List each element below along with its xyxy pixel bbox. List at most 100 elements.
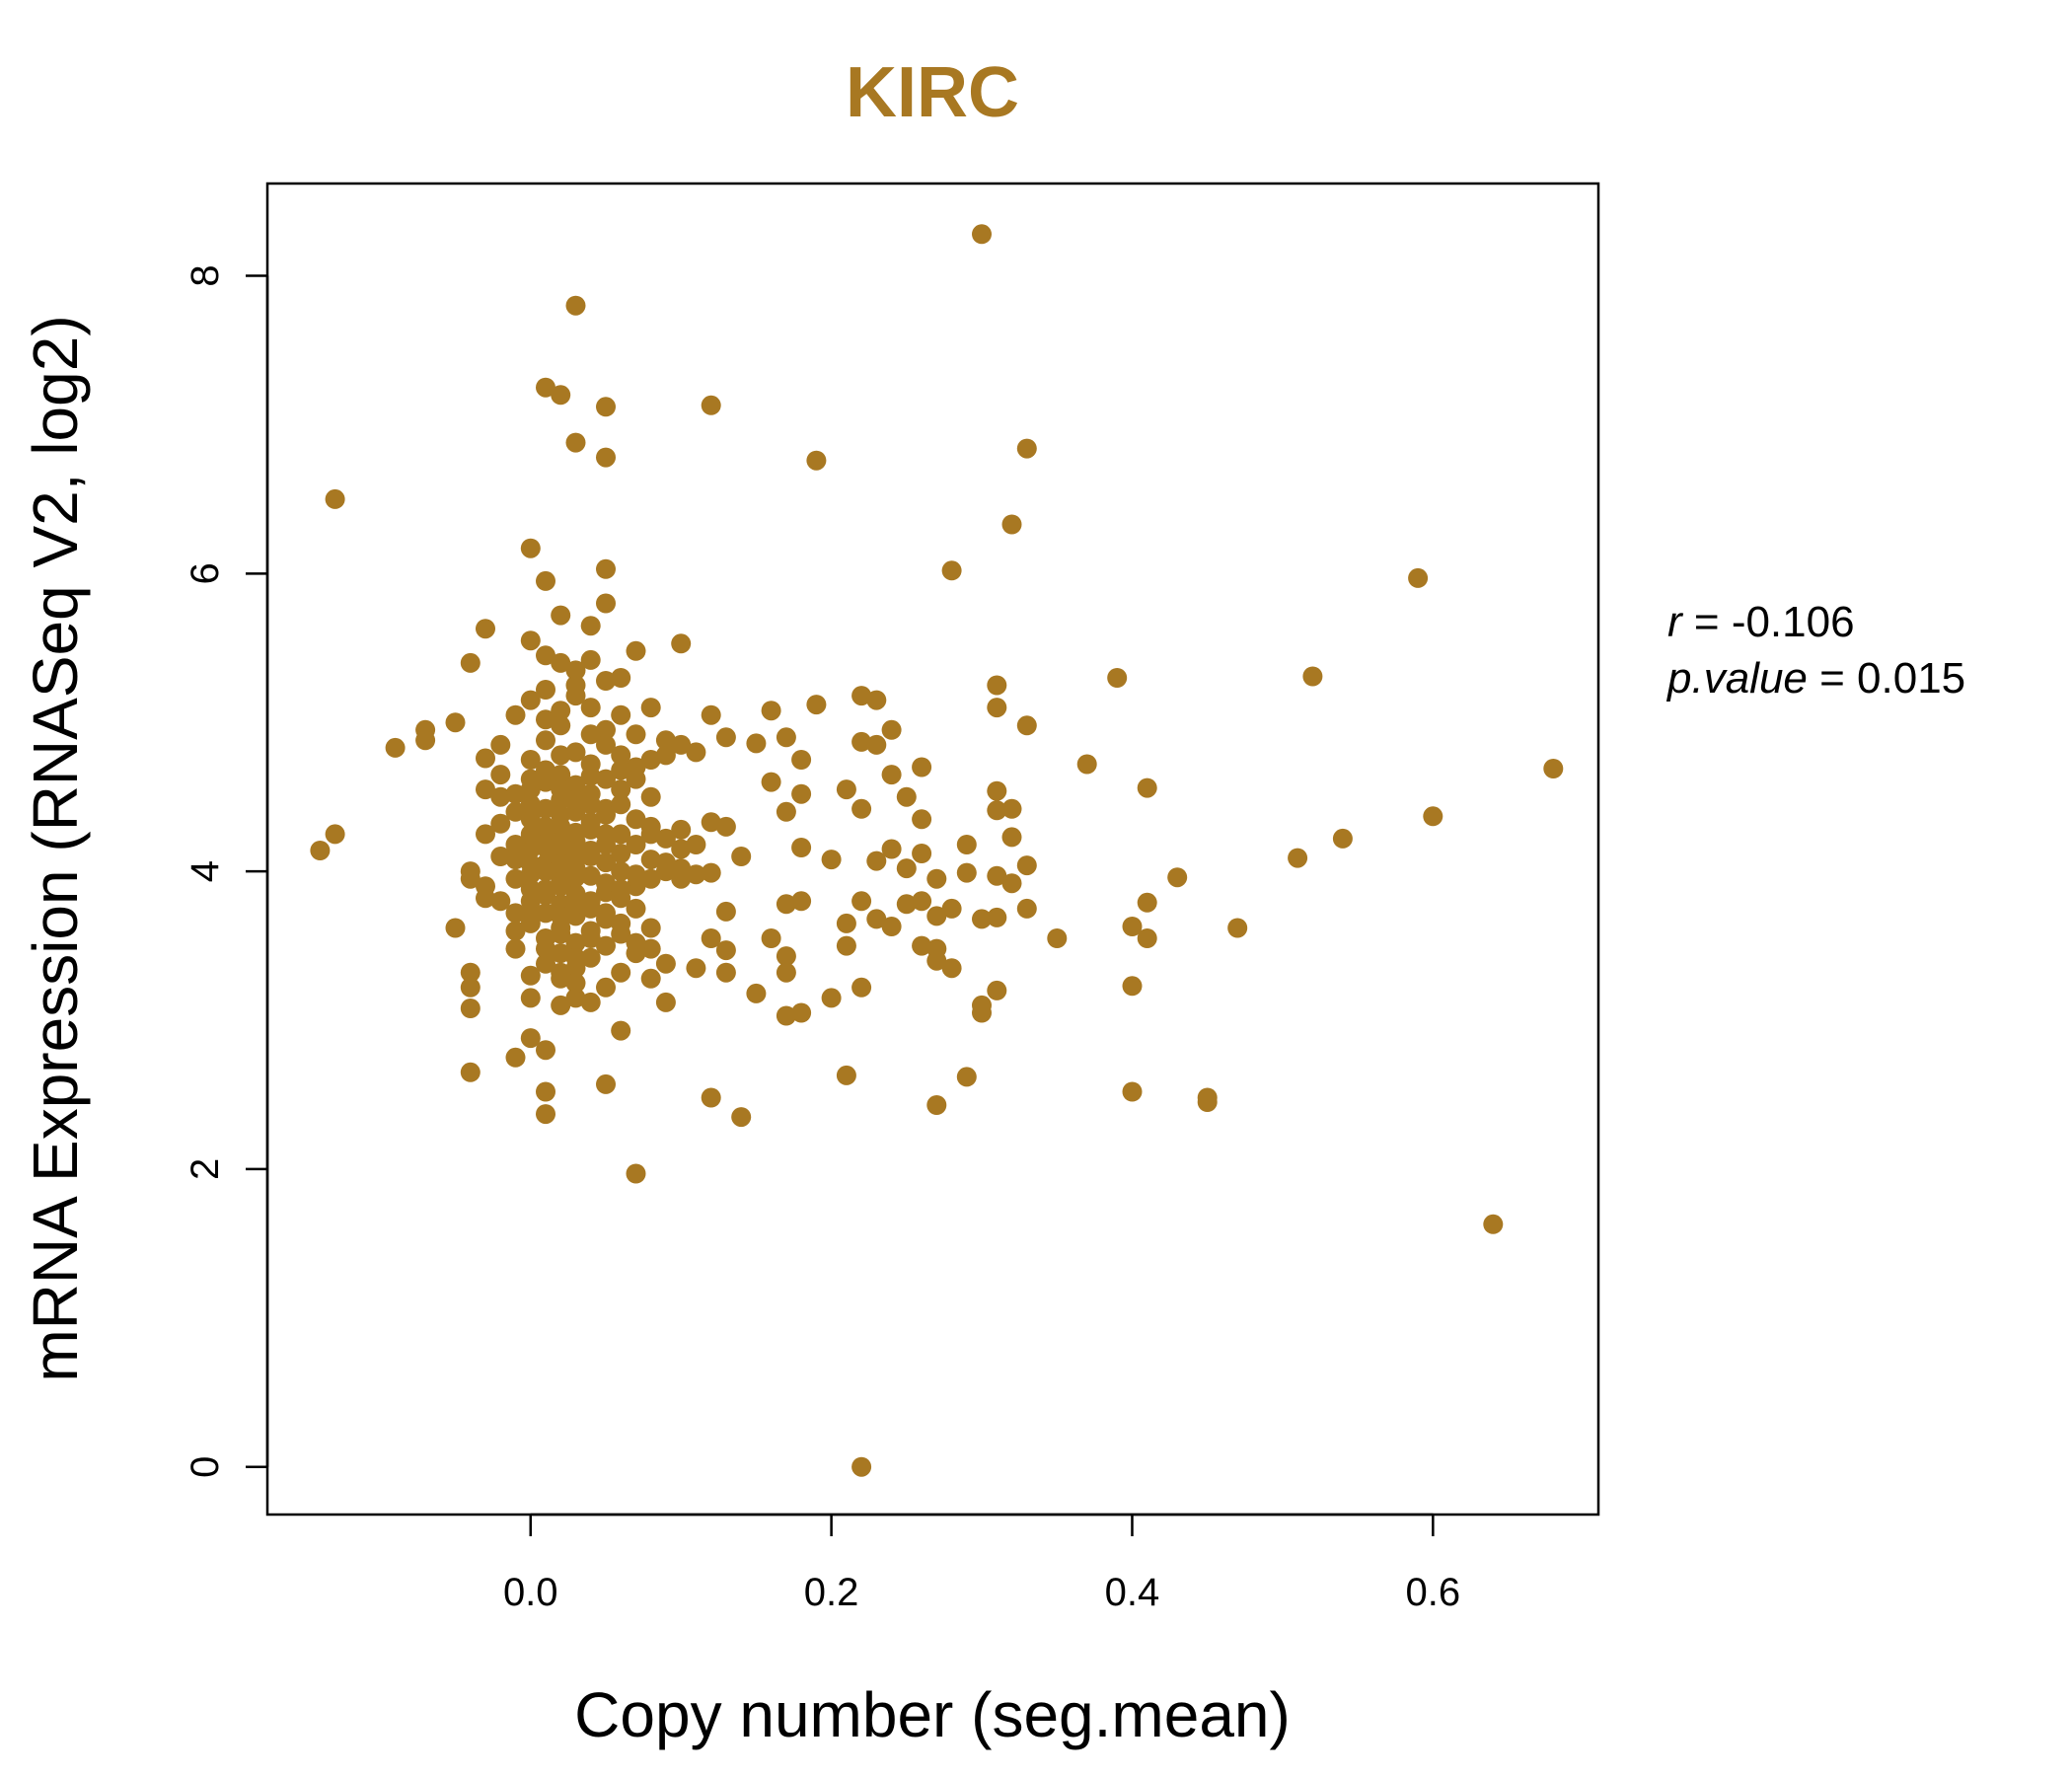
data-point (671, 819, 692, 840)
data-point (536, 953, 555, 974)
data-point (806, 450, 827, 471)
x-tick-label: 0.2 (804, 1571, 859, 1614)
data-point (1122, 917, 1143, 936)
data-point (896, 786, 917, 807)
data-point (821, 988, 842, 1008)
data-point (490, 765, 511, 785)
data-point (1483, 1214, 1504, 1234)
data-point (1227, 918, 1248, 938)
data-point (536, 1040, 555, 1061)
data-point (596, 1073, 616, 1094)
data-point (640, 750, 661, 770)
data-point (445, 918, 466, 938)
data-point (476, 824, 495, 845)
data-point (626, 835, 646, 854)
data-point (415, 730, 436, 751)
data-point (791, 783, 812, 804)
data-point (565, 932, 586, 953)
data-point (536, 938, 555, 959)
data-points (310, 224, 1564, 1477)
data-point (520, 1028, 541, 1049)
data-point (310, 841, 331, 860)
data-point (655, 953, 676, 974)
data-point (611, 794, 631, 815)
data-point (596, 903, 616, 924)
data-point (476, 779, 495, 800)
data-point (851, 1456, 872, 1477)
data-point (536, 570, 555, 591)
data-point (505, 783, 526, 804)
data-point (866, 734, 887, 755)
data-point (505, 704, 526, 725)
data-point (565, 775, 586, 795)
data-point (536, 798, 555, 819)
data-point (490, 847, 511, 866)
r-symbol: r (1667, 598, 1684, 646)
data-point (551, 765, 571, 785)
data-point (776, 1005, 796, 1026)
data-point (806, 695, 827, 715)
x-axis: 0.0 0.2 0.4 0.6 (503, 1513, 1460, 1614)
data-point (1408, 567, 1429, 588)
data-point (520, 750, 541, 770)
data-point (1047, 928, 1068, 948)
data-point (972, 224, 992, 245)
data-point (912, 891, 932, 912)
data-point (596, 671, 616, 691)
data-point (611, 913, 631, 933)
data-point (596, 397, 616, 417)
data-point (761, 772, 781, 792)
data-point (596, 798, 616, 819)
data-point (505, 938, 526, 959)
data-point (836, 913, 856, 933)
data-point (912, 844, 932, 863)
data-point (551, 652, 571, 673)
data-point (941, 898, 962, 919)
data-point (565, 894, 586, 915)
data-point (551, 995, 571, 1015)
data-point (701, 862, 721, 883)
data-point (626, 724, 646, 745)
data-point (536, 838, 555, 857)
data-point (536, 885, 555, 906)
data-point (565, 822, 586, 843)
data-point (385, 737, 406, 758)
data-point (881, 917, 902, 936)
data-point (596, 593, 616, 614)
data-point (580, 649, 601, 670)
data-point (626, 864, 646, 885)
data-point (912, 935, 932, 956)
data-point (686, 864, 706, 885)
data-point (987, 800, 1007, 821)
data-point (476, 888, 495, 909)
data-point (596, 769, 616, 789)
data-point (912, 809, 932, 830)
data-point (836, 1065, 856, 1085)
data-point (551, 605, 571, 626)
data-point (881, 765, 902, 785)
data-point (611, 879, 631, 900)
y-tick-label: 2 (184, 1158, 227, 1180)
data-point (791, 891, 812, 912)
data-point (866, 851, 887, 871)
data-point (580, 616, 601, 636)
data-point (836, 779, 856, 800)
data-point (640, 786, 661, 807)
data-point (926, 1095, 947, 1115)
data-point (926, 950, 947, 971)
data-point (866, 690, 887, 710)
data-point (580, 724, 601, 745)
data-point (626, 898, 646, 919)
data-point (580, 928, 601, 948)
data-point (551, 943, 571, 964)
data-point (580, 841, 601, 860)
data-point (987, 675, 1007, 696)
data-point (640, 850, 661, 870)
data-point (671, 858, 692, 879)
data-point (776, 801, 796, 822)
data-point (1302, 666, 1323, 687)
data-point (1001, 798, 1022, 819)
data-point (640, 918, 661, 938)
data-point (520, 538, 541, 558)
data-point (551, 962, 571, 983)
